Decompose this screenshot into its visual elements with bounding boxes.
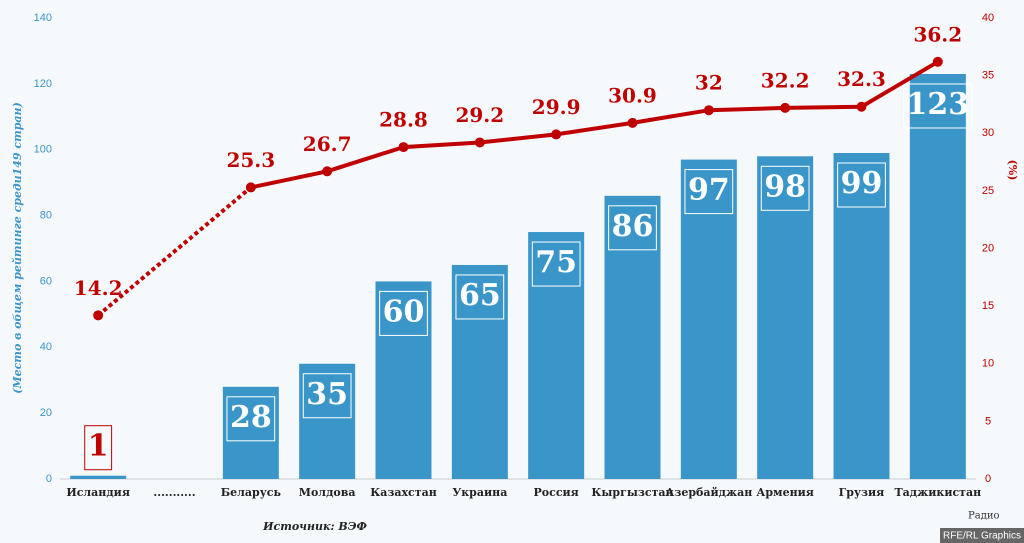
bar (222, 386, 279, 479)
line-value-label: 32.3 (837, 67, 886, 91)
x-tick-label: Кыргызстан (591, 486, 673, 499)
label-box (608, 205, 657, 251)
x-tick-label: Грузия (839, 486, 885, 499)
label-box (84, 425, 113, 471)
bar (909, 73, 966, 479)
bar-value-label: 1 (88, 429, 109, 464)
bar (451, 264, 508, 479)
source: Источник: ВЭФ (262, 520, 367, 533)
y2-tick-label: 10 (982, 358, 994, 370)
bar (833, 153, 890, 479)
bar-value-label: 123 (907, 87, 970, 122)
x-tick-label: Исландия (66, 486, 130, 499)
y2-axis-label: (%) (1006, 160, 1019, 181)
x-tick-label: Казахстан (370, 486, 437, 499)
line-value-label: 32.2 (761, 68, 810, 92)
line-value-label: 28.8 (379, 108, 428, 132)
line-value-label: 32 (695, 71, 723, 95)
line-point (856, 101, 867, 112)
bar (70, 475, 127, 479)
credit-box (940, 528, 1024, 543)
line-point (780, 102, 791, 113)
line-point (474, 137, 485, 148)
y2-tick-label: 40 (982, 12, 994, 24)
bar (604, 195, 661, 480)
y-tick-label: 120 (34, 78, 52, 90)
bar (680, 159, 737, 480)
y2-tick-label: 35 (982, 70, 994, 82)
bar (299, 363, 356, 479)
x-tick-label: Молдова (299, 486, 356, 499)
line-point (551, 129, 562, 140)
line-value-label: 36.2 (913, 22, 962, 46)
bar-value-label: 86 (612, 209, 654, 244)
label-box (379, 290, 428, 336)
line-value-label: 25.3 (226, 148, 275, 172)
y-tick-label: 60 (40, 275, 52, 287)
line-point (398, 142, 409, 153)
line-value-label: 14.2 (74, 276, 123, 300)
logo: Радио (968, 511, 1000, 522)
label-box (531, 241, 581, 287)
y-tick-label: 140 (34, 12, 52, 24)
x-tick-label: Беларусь (221, 486, 282, 499)
bar-value-label: 60 (383, 294, 425, 329)
y2-tick-label: 5 (985, 415, 991, 427)
label-box (837, 162, 886, 208)
y-tick-label: 20 (40, 407, 52, 419)
line-point (245, 182, 256, 193)
label-box (302, 373, 352, 419)
bar-value-label: 28 (230, 400, 272, 435)
y2-tick-label: 30 (982, 127, 994, 139)
line-value-label: 29.2 (455, 103, 504, 127)
line (250, 60, 939, 190)
bar-value-label: 98 (764, 169, 806, 204)
bar (528, 232, 585, 479)
x-tick-label: Азербайджан (665, 486, 752, 499)
y-tick-label: 100 (34, 144, 52, 156)
x-tick-label: Таджикистан (894, 486, 981, 499)
line-gap-connector (96, 185, 253, 317)
label-box (226, 396, 276, 442)
y2-tick-label: 25 (982, 185, 994, 197)
line-point (703, 105, 714, 116)
y-tick-label: 0 (46, 473, 52, 485)
label-box (684, 169, 734, 215)
bar-value-label: 99 (841, 166, 883, 201)
bar-value-label: 35 (306, 377, 348, 412)
bar-value-label: 75 (535, 245, 577, 280)
y2-tick-label: 15 (982, 300, 994, 312)
y2-tick-label: 0 (985, 473, 991, 485)
y2-tick-label: 20 (982, 242, 994, 254)
line-point (322, 166, 333, 177)
x-tick-label: Армения (756, 486, 814, 499)
line-point (932, 56, 943, 67)
bar (757, 156, 814, 480)
y-tick-label: 40 (40, 341, 52, 353)
line-value-label: 29.9 (532, 95, 581, 119)
line-point (627, 117, 638, 128)
x-tick-label: ........... (153, 486, 195, 499)
label-box (903, 83, 973, 129)
label-box (455, 274, 505, 320)
x-tick-label: Украина (452, 486, 507, 499)
credit: RFE/RL Graphics (943, 531, 1021, 542)
line-value-label: 26.7 (303, 132, 352, 156)
line-point (93, 310, 104, 321)
bar-value-label: 97 (688, 173, 730, 208)
bar (375, 281, 432, 479)
y-axis-label: (Место в общем рейтинге среди149 стран) (11, 102, 24, 394)
bar-value-label: 65 (459, 278, 501, 313)
x-tick-label: Россия (534, 486, 579, 499)
line-value-label: 30.9 (608, 83, 657, 107)
y-tick-label: 80 (40, 209, 52, 221)
label-box (760, 165, 810, 211)
